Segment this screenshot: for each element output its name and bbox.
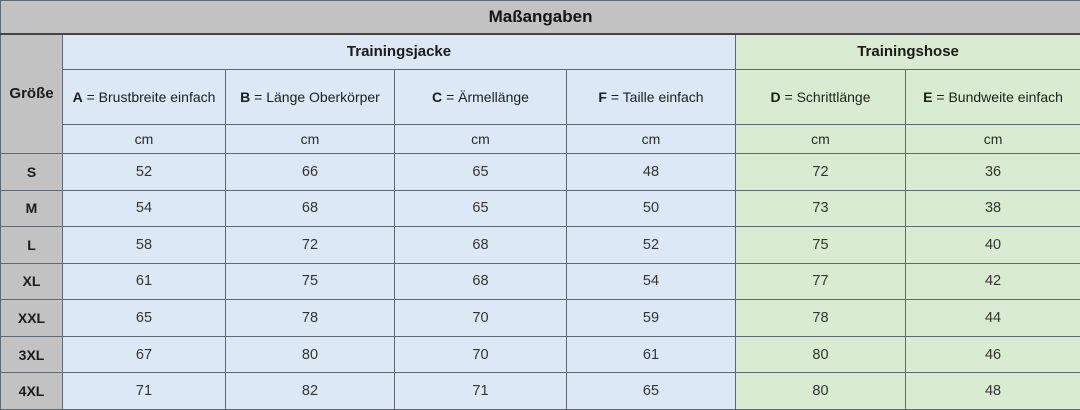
value-cell: 78	[225, 299, 395, 337]
value-cell: 50	[566, 189, 736, 228]
unit-cell: cm	[904, 124, 1080, 154]
column-header-e: E = Bundweite einfach	[904, 69, 1080, 125]
value-cell: 54	[62, 189, 226, 228]
value-cell: 73	[735, 189, 906, 228]
column-letter: C	[432, 89, 443, 105]
size-label: XL	[0, 262, 63, 301]
table-row: XXL 65 78 70 59 78 44	[0, 299, 1080, 337]
column-header-f: F = Taille einfach	[566, 69, 736, 125]
size-label: 4XL	[0, 372, 63, 410]
table-row: XL 61 75 68 54 77 42	[0, 262, 1080, 301]
value-cell: 65	[394, 189, 567, 228]
value-cell: 82	[225, 372, 395, 410]
value-cell: 75	[225, 262, 395, 301]
value-cell: 72	[735, 153, 906, 191]
value-cell: 38	[904, 189, 1080, 228]
column-letter: D	[770, 89, 781, 105]
value-cell: 80	[735, 372, 906, 410]
value-cell: 71	[62, 372, 226, 410]
value-cell: 77	[735, 262, 906, 301]
value-cell: 72	[225, 226, 395, 264]
table-row: Größe Trainingsjacke Trainingshose	[0, 33, 1080, 154]
column-letter: A	[72, 89, 83, 105]
value-cell: 61	[566, 335, 736, 374]
value-cell: 66	[225, 153, 395, 191]
unit-cell: cm	[62, 124, 226, 154]
value-cell: 68	[394, 262, 567, 301]
table-row: M 54 68 65 50 73 38	[0, 189, 1080, 228]
column-label: = Ärmellänge	[446, 89, 529, 105]
value-cell: 42	[904, 262, 1080, 301]
value-cell: 75	[735, 226, 906, 264]
column-header-d: D = Schrittlänge	[735, 69, 906, 125]
value-cell: 40	[904, 226, 1080, 264]
value-cell: 68	[394, 226, 567, 264]
group-header-trainingsjacke: Trainingsjacke	[62, 33, 736, 70]
column-label: = Schrittlänge	[784, 89, 871, 105]
group-header-trainingshose: Trainingshose	[734, 33, 1080, 70]
column-header-a: A = Brustbreite einfach	[62, 69, 226, 125]
value-cell: 52	[62, 153, 226, 191]
value-cell: 61	[62, 262, 226, 301]
value-cell: 36	[904, 153, 1080, 191]
value-cell: 52	[566, 226, 736, 264]
row-header-groesse: Größe	[0, 33, 63, 154]
value-cell: 80	[225, 335, 395, 374]
column-header-b: B = Länge Oberkörper	[225, 69, 395, 125]
column-label: = Brustbreite einfach	[86, 89, 216, 105]
value-cell: 78	[735, 299, 906, 337]
table-row: S 52 66 65 48 72 36	[0, 153, 1080, 191]
value-cell: 70	[394, 335, 567, 374]
column-letter: B	[240, 89, 251, 105]
value-cell: 65	[566, 372, 736, 410]
table-row: Maßangaben	[0, 0, 1080, 35]
column-header-c: C = Ärmellänge	[394, 69, 567, 125]
size-label: L	[0, 226, 63, 264]
column-label: = Bundweite einfach	[936, 89, 1063, 105]
value-cell: 70	[394, 299, 567, 337]
value-cell: 48	[904, 372, 1080, 410]
column-label: = Länge Oberkörper	[254, 89, 380, 105]
value-cell: 44	[904, 299, 1080, 337]
value-cell: 71	[394, 372, 567, 410]
value-cell: 65	[394, 153, 567, 191]
table-row: 4XL 71 82 71 65 80 48	[0, 372, 1080, 410]
size-label: 3XL	[0, 335, 63, 374]
table-row: L 58 72 68 52 75 40	[0, 226, 1080, 264]
value-cell: 59	[566, 299, 736, 337]
value-cell: 58	[62, 226, 226, 264]
chart-title: Maßangaben	[0, 0, 1080, 35]
column-letter: F	[598, 89, 607, 105]
unit-cell: cm	[394, 124, 567, 154]
size-label: XXL	[0, 299, 63, 337]
table-row: A = Brustbreite einfach B = Länge Oberkö…	[1, 69, 1080, 125]
size-label: M	[0, 189, 63, 228]
unit-cell: cm	[566, 124, 736, 154]
value-cell: 67	[62, 335, 226, 374]
value-cell: 54	[566, 262, 736, 301]
unit-cell: cm	[735, 124, 906, 154]
value-cell: 80	[735, 335, 906, 374]
value-cell: 65	[62, 299, 226, 337]
size-label: S	[0, 153, 63, 191]
column-label: = Taille einfach	[610, 89, 704, 105]
value-cell: 68	[225, 189, 395, 228]
column-letter: E	[923, 89, 933, 105]
value-cell: 46	[904, 335, 1080, 374]
table-row: 3XL 67 80 70 61 80 46	[0, 335, 1080, 374]
table-row: cm cm cm cm cm cm	[1, 124, 1080, 154]
unit-cell: cm	[225, 124, 395, 154]
value-cell: 48	[566, 153, 736, 191]
